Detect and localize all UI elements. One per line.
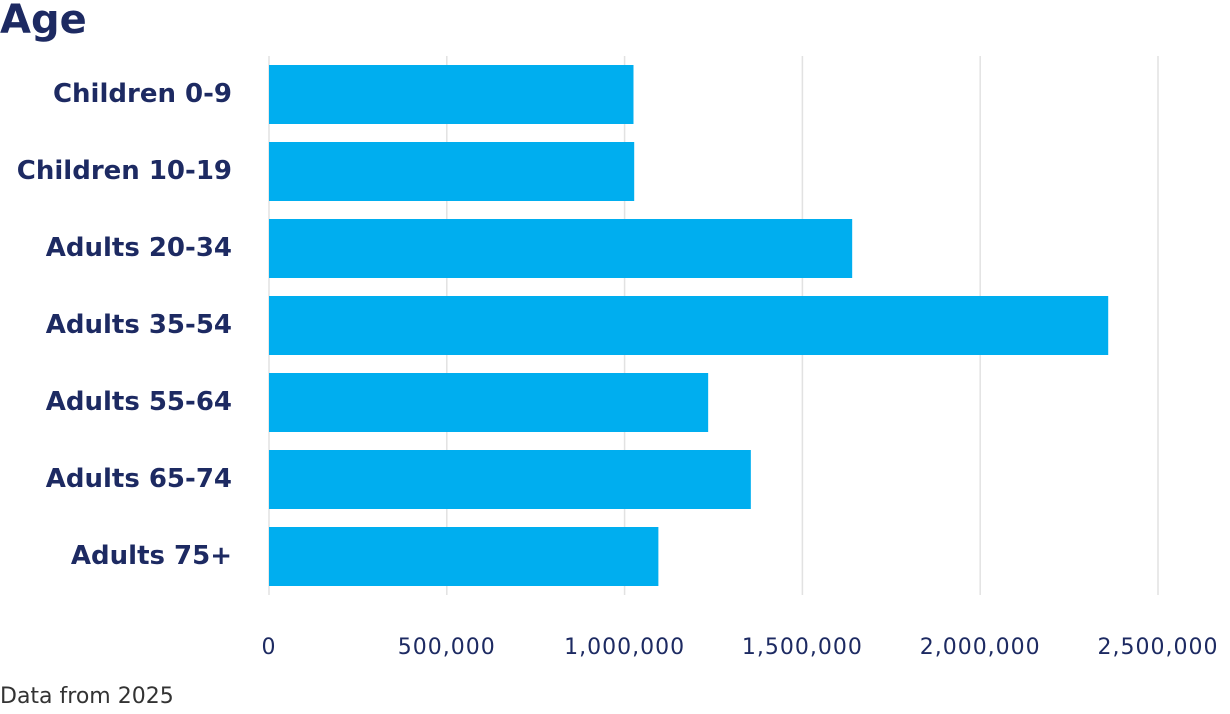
y-tick-label: Adults 20-34 bbox=[46, 233, 232, 263]
x-tick-label: 2,000,000 bbox=[920, 635, 1041, 660]
bar bbox=[269, 450, 751, 509]
bar bbox=[269, 219, 853, 278]
x-tick-label: 2,500,000 bbox=[1098, 635, 1219, 660]
bar bbox=[269, 65, 634, 124]
x-tick-label: 1,000,000 bbox=[564, 635, 685, 660]
y-tick-label: Children 0-9 bbox=[53, 79, 232, 109]
x-tick-label: 0 bbox=[262, 635, 277, 660]
bar bbox=[269, 527, 659, 586]
bar bbox=[269, 142, 635, 201]
y-tick-label: Adults 35-54 bbox=[46, 310, 232, 340]
chart-title: Age bbox=[0, 0, 87, 43]
bar bbox=[269, 373, 709, 432]
x-tick-label: 1,500,000 bbox=[742, 635, 863, 660]
y-tick-label: Adults 75+ bbox=[71, 541, 232, 571]
source-note: Data from 2025 bbox=[0, 684, 174, 709]
y-tick-label: Children 10-19 bbox=[17, 156, 232, 186]
x-tick-label: 500,000 bbox=[398, 635, 496, 660]
y-tick-label: Adults 55-64 bbox=[46, 387, 232, 417]
y-tick-label: Adults 65-74 bbox=[46, 464, 232, 494]
bar bbox=[269, 296, 1109, 355]
